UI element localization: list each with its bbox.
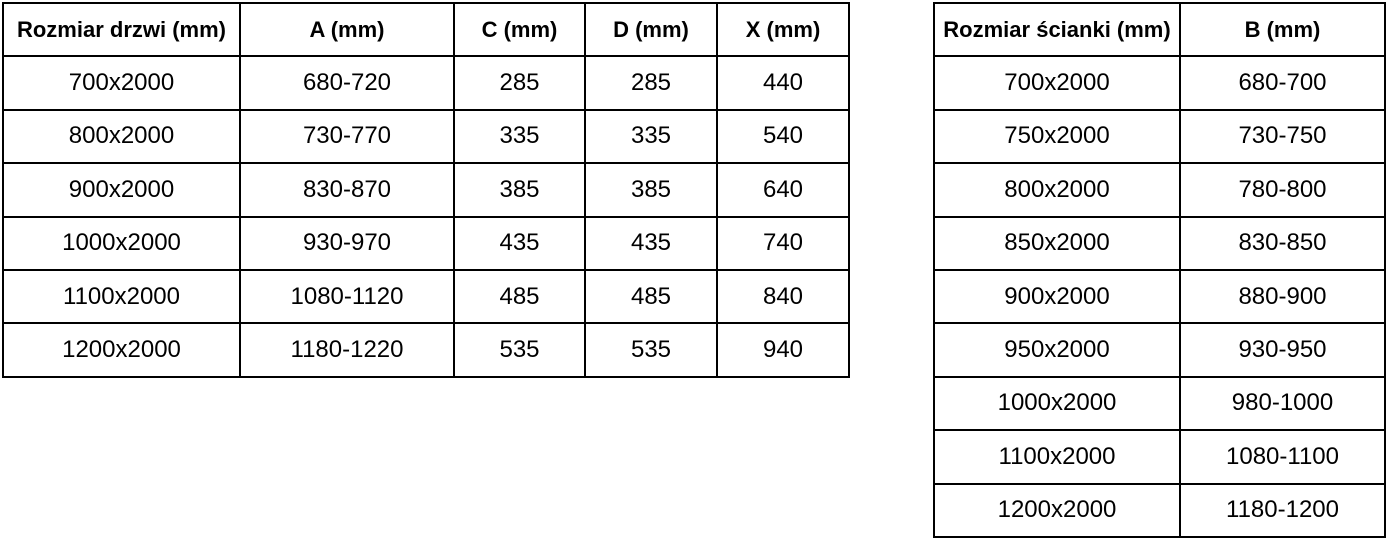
table-row: 800x2000 730-770 335 335 540 xyxy=(2,108,850,165)
table-row: 1100x2000 1080-1100 xyxy=(933,429,1386,485)
header-row: Rozmiar ścianki (mm) B (mm) xyxy=(933,1,1386,58)
table-cell: 950x2000 xyxy=(933,322,1181,378)
column-header-2: B (mm) xyxy=(1179,1,1386,58)
column-header-3: C (mm) xyxy=(453,1,586,58)
table-cell: 940 xyxy=(716,322,850,378)
table-cell: 385 xyxy=(584,162,718,218)
table-cell: 930-970 xyxy=(239,215,455,271)
table-cell: 1080-1120 xyxy=(239,268,455,325)
table-cell: 640 xyxy=(716,162,850,218)
table-cell: 335 xyxy=(584,108,718,165)
table-cell: 830-870 xyxy=(239,162,455,218)
column-header-1: Rozmiar drzwi (mm) xyxy=(2,1,241,58)
table-cell: 1200x2000 xyxy=(2,322,241,378)
table-row: 800x2000 780-800 xyxy=(933,162,1386,218)
table-cell: 1180-1200 xyxy=(1179,482,1386,538)
table-cell: 800x2000 xyxy=(933,162,1181,218)
table-row: 1000x2000 930-970 435 435 740 xyxy=(2,215,850,271)
table-row: 950x2000 930-950 xyxy=(933,322,1386,378)
table-cell: 1180-1220 xyxy=(239,322,455,378)
table-cell: 880-900 xyxy=(1179,268,1386,325)
table-cell: 980-1000 xyxy=(1179,375,1386,432)
table-cell: 440 xyxy=(716,55,850,111)
table-cell: 485 xyxy=(584,268,718,325)
table-row: 750x2000 730-750 xyxy=(933,108,1386,165)
table-row: 900x2000 830-870 385 385 640 xyxy=(2,162,850,218)
table-cell: 680-700 xyxy=(1179,55,1386,111)
table-cell: 730-770 xyxy=(239,108,455,165)
table-cell: 680-720 xyxy=(239,55,455,111)
table-cell: 485 xyxy=(453,268,586,325)
table-row: 700x2000 680-700 xyxy=(933,55,1386,111)
table-cell: 285 xyxy=(584,55,718,111)
column-header-5: X (mm) xyxy=(716,1,850,58)
table-cell: 830-850 xyxy=(1179,215,1386,271)
table-cell: 700x2000 xyxy=(933,55,1181,111)
header-row: Rozmiar drzwi (mm) A (mm) C (mm) D (mm) X (m… xyxy=(2,1,850,58)
table-cell: 1100x2000 xyxy=(2,268,241,325)
table-row: 700x2000 680-720 285 285 440 xyxy=(2,55,850,111)
table-cell: 435 xyxy=(453,215,586,271)
table-cell: 335 xyxy=(453,108,586,165)
table-row: 1000x2000 980-1000 xyxy=(933,375,1386,432)
table-cell: 750x2000 xyxy=(933,108,1181,165)
table-cell: 930-950 xyxy=(1179,322,1386,378)
table-cell: 780-800 xyxy=(1179,162,1386,218)
wall-panel-size-table: Rozmiar ścianki (mm) B (mm) 700x2000 680-70… xyxy=(933,1,1386,538)
table-row: 1200x2000 1180-1200 xyxy=(933,482,1386,538)
table-row: 900x2000 880-900 xyxy=(933,268,1386,325)
table-cell: 435 xyxy=(584,215,718,271)
table-cell: 800x2000 xyxy=(2,108,241,165)
table-cell: 700x2000 xyxy=(2,55,241,111)
table-cell: 740 xyxy=(716,215,850,271)
column-header-2: A (mm) xyxy=(239,1,455,58)
table-cell: 1200x2000 xyxy=(933,482,1181,538)
table-cell: 535 xyxy=(453,322,586,378)
column-header-1: Rozmiar ścianki (mm) xyxy=(933,1,1181,58)
table-cell: 730-750 xyxy=(1179,108,1386,165)
table-cell: 900x2000 xyxy=(2,162,241,218)
table-cell: 385 xyxy=(453,162,586,218)
table-cell: 540 xyxy=(716,108,850,165)
table-cell: 285 xyxy=(453,55,586,111)
table-cell: 840 xyxy=(716,268,850,325)
table-cell: 535 xyxy=(584,322,718,378)
table-row: 1100x2000 1080-1120 485 485 840 xyxy=(2,268,850,325)
table-cell: 1000x2000 xyxy=(2,215,241,271)
table-row: 1200x2000 1180-1220 535 535 940 xyxy=(2,322,850,378)
table-cell: 1100x2000 xyxy=(933,429,1181,485)
table-row: 850x2000 830-850 xyxy=(933,215,1386,271)
table-cell: 1000x2000 xyxy=(933,375,1181,432)
column-header-4: D (mm) xyxy=(584,1,718,58)
table-cell: 850x2000 xyxy=(933,215,1181,271)
door-size-table: Rozmiar drzwi (mm) A (mm) C (mm) D (mm) X (m… xyxy=(2,1,850,378)
table-cell: 1080-1100 xyxy=(1179,429,1386,485)
table-cell: 900x2000 xyxy=(933,268,1181,325)
